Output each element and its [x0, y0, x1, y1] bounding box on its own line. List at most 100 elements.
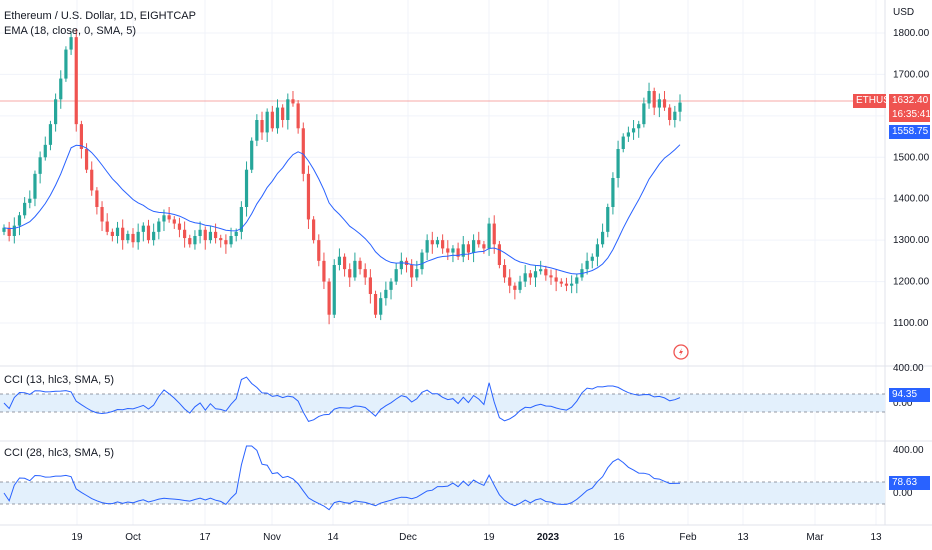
candle-body [435, 240, 440, 245]
time-tick-label: 13 [737, 532, 749, 543]
candle-body [177, 223, 182, 230]
candle-body [533, 271, 538, 278]
candle-body [410, 265, 414, 278]
candle-body [131, 233, 135, 243]
candle-body [28, 198, 32, 203]
chart-title: Ethereum / U.S. Dollar, 1D, EIGHTCAP [4, 10, 196, 22]
ema-line [3, 144, 681, 275]
candle-body [250, 140, 254, 170]
cci2-line [3, 445, 681, 511]
candle-body [244, 169, 249, 207]
candle-body [281, 107, 285, 120]
candle-body [508, 277, 512, 286]
candle-body [348, 269, 352, 278]
candle-body [306, 173, 311, 220]
candle-body [43, 144, 47, 158]
time-tick-label: 13 [870, 532, 882, 543]
candle-body [136, 231, 140, 243]
candle-body [611, 178, 615, 207]
candle-body [631, 128, 636, 133]
time-tick-label: 19 [71, 532, 83, 543]
price-tick-label: 1400.00 [893, 194, 930, 205]
candle-body [74, 37, 78, 125]
flash-icon[interactable] [673, 344, 689, 360]
candle-body [590, 256, 594, 261]
price-tick-label: 1200.00 [893, 277, 930, 288]
cci2-legend[interactable]: CCI (28, hlc3, SMA, 5) [4, 447, 115, 459]
candle-body [415, 269, 419, 278]
candle-body [384, 289, 388, 299]
candle-body [595, 244, 600, 257]
time-tick-label: Oct [125, 532, 141, 543]
candle-body [430, 240, 434, 245]
candle-body [441, 240, 445, 249]
candle-body [368, 277, 372, 294]
candle-body [2, 227, 6, 232]
candle-body [446, 248, 450, 253]
candle-body [616, 149, 620, 178]
candle-body [544, 269, 548, 276]
candle-body [59, 78, 63, 100]
candle-body [301, 128, 305, 174]
candle-body [234, 231, 238, 236]
candle-body [224, 240, 228, 245]
candle-body [79, 124, 84, 149]
candle-body [312, 219, 316, 241]
time-tick-label: Mar [806, 532, 824, 543]
cci1-value-tag: 94.35 [889, 388, 930, 402]
candlestick-series [2, 28, 682, 325]
candle-body [90, 169, 94, 191]
candle-body [657, 99, 661, 108]
candle-body [213, 231, 218, 239]
candle-body [332, 265, 336, 315]
time-tick-label: Nov [263, 532, 281, 543]
candle-body [54, 99, 58, 125]
candle-body [265, 111, 269, 133]
candle-body [275, 107, 280, 129]
candle-body [126, 233, 130, 241]
candle-body [425, 240, 429, 253]
candle-body [23, 202, 27, 216]
candle-body [167, 215, 171, 220]
candle-body [239, 207, 243, 232]
time-tick-label: 14 [327, 532, 339, 543]
ema-legend[interactable]: EMA (18, close, 0, SMA, 5) [4, 25, 137, 37]
last-price-tag: 1632.40 [889, 94, 930, 108]
price-tick-label: 1300.00 [893, 235, 930, 246]
candle-body [7, 227, 11, 236]
time-tick-label: 17 [199, 532, 211, 543]
candle-body [286, 99, 290, 120]
candle-body [642, 103, 646, 125]
cci1-tick-label: 0.00 [893, 398, 913, 409]
candle-body [270, 111, 274, 129]
cci1-band [0, 394, 885, 412]
candle-body [296, 103, 300, 129]
candle-body [621, 136, 625, 149]
candle-body [100, 207, 104, 222]
candle-body [492, 223, 496, 245]
candle-body [110, 231, 114, 236]
candle-body [229, 236, 233, 245]
candle-body [363, 269, 367, 278]
candle-body [146, 225, 151, 241]
candle-body [337, 256, 342, 265]
candle-body [219, 238, 223, 241]
cci2-value-tag: 78.63 [889, 476, 930, 490]
candle-body [456, 248, 460, 257]
candle-body [198, 229, 202, 236]
candle-body [678, 102, 682, 112]
candle-body [585, 260, 589, 270]
cci1-legend[interactable]: CCI (13, hlc3, SMA, 5) [4, 374, 115, 386]
candle-body [487, 223, 491, 249]
candle-body [342, 256, 347, 270]
time-tick-label: 19 [483, 532, 495, 543]
candle-body [502, 265, 507, 278]
candle-body [38, 157, 42, 174]
candle-body [183, 229, 187, 239]
candle-body [379, 298, 383, 315]
time-tick-label: 16 [613, 532, 625, 543]
price-tick-label: 1700.00 [893, 69, 930, 80]
candle-body [673, 111, 677, 120]
candle-body [48, 124, 53, 145]
